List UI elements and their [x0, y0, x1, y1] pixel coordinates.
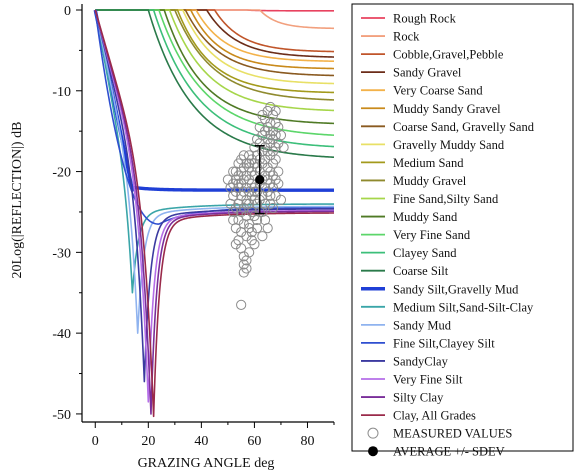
legend-label-12: Muddy Sand [393, 210, 458, 224]
measured-point-1 [236, 299, 247, 310]
average-point [255, 175, 265, 185]
legend-label-22: Silty Clay [393, 391, 444, 405]
legend-label-17: Medium Silt,Sand-Silt-Clay [393, 300, 534, 314]
legend-label-8: Gravelly Muddy Sand [393, 138, 505, 152]
series-line-18 [94, 9, 334, 334]
y-tick-label--10: -10 [52, 85, 71, 100]
legend-box [351, 3, 574, 452]
measured-point-119 [233, 178, 244, 189]
series-line-5 [95, 9, 334, 63]
measured-values [222, 101, 289, 310]
measured-point-131 [267, 170, 279, 181]
y-tick-label--40: -40 [52, 327, 71, 342]
legend-label-5: Very Coarse Sand [393, 84, 483, 98]
series-line-22 [94, 9, 334, 415]
y-tick-label--20: -20 [52, 166, 71, 181]
y-tick-label-0: 0 [64, 4, 71, 19]
measured-point-67 [273, 166, 284, 177]
measured-point-140 [228, 214, 239, 226]
legend-label-15: Coarse Silt [393, 264, 449, 278]
y-tick-label--50: -50 [52, 408, 71, 423]
legend-label-18: Sandy Mud [393, 318, 452, 332]
measured-point-5 [244, 247, 255, 258]
measured-point-137 [230, 239, 241, 250]
measured-point-117 [278, 142, 289, 153]
series-line-21 [94, 9, 334, 403]
legend-label-6: Muddy Sandy Gravel [393, 102, 501, 116]
measured-point-95 [251, 134, 263, 145]
legend: Rough Rock Rock Cobble,Gravel,Pebble Sandy … [351, 3, 574, 459]
legend-label-19: Fine Silt,Clayey Silt [393, 336, 495, 350]
measured-point-112 [265, 101, 276, 113]
measured-point-103 [254, 122, 265, 133]
legend-label-20: SandyClay [393, 354, 449, 368]
measured-point-132 [262, 223, 273, 234]
y-tick-label--30: -30 [52, 246, 71, 261]
series-line-2 [95, 9, 334, 30]
series-line-3 [95, 9, 334, 53]
legend-label-21: Very Fine Silt [393, 373, 463, 387]
legend-average-label: AVERAGE +/- SDEV [393, 445, 505, 459]
measured-point-111 [270, 105, 281, 117]
measured-point-136 [236, 227, 247, 238]
measured-point-139 [238, 267, 249, 278]
measured-point-116 [244, 158, 255, 169]
measured-point-128 [275, 194, 287, 205]
x-tick-label-60: 60 [247, 434, 261, 449]
measured-point-121 [225, 198, 236, 209]
legend-label-14: Clayey Sand [393, 246, 457, 260]
x-tick-label-40: 40 [194, 434, 208, 449]
measured-point-122 [222, 174, 233, 185]
measured-point-135 [244, 223, 255, 234]
legend-label-23: Clay, All Grades [393, 409, 476, 423]
x-tick-label-80: 80 [300, 434, 314, 449]
legend-label-3: Cobble,Gravel,Pebble [393, 48, 504, 62]
legend-label-16: Sandy Silt,Gravelly Mud [393, 282, 519, 296]
measured-point-123 [251, 223, 263, 234]
measured-point-127 [270, 190, 281, 201]
measured-point-113 [257, 109, 268, 121]
measured-point-115 [249, 186, 260, 197]
series-line-23 [94, 9, 334, 418]
x-tick-label-20: 20 [141, 434, 155, 449]
legend-label-11: Fine Sand,Silty Sand [393, 192, 499, 206]
legend-label-13: Very Fine Sand [393, 228, 471, 242]
measured-point-134 [249, 239, 260, 250]
series-line-17 [94, 9, 334, 294]
measured-point-62 [228, 166, 239, 177]
y-axis-label: 20Log(|REFLECTION|) dB [10, 122, 25, 279]
series-line-16 [93, 9, 334, 192]
x-tick-label-0: 0 [92, 434, 99, 449]
legend-label-1: Rough Rock [393, 12, 457, 26]
legend-measured-label: MEASURED VALUES [393, 427, 512, 441]
legend-measured-marker [367, 427, 379, 439]
measured-point-118 [241, 198, 252, 209]
measured-point-120 [230, 166, 241, 177]
legend-label-2: Rock [393, 30, 420, 44]
legend-label-4: Sandy Gravel [393, 66, 462, 80]
plot-area [93, 9, 334, 418]
series-line-13 [95, 9, 334, 137]
legend-label-10: Muddy Gravel [393, 174, 467, 188]
series-line-15 [95, 9, 334, 159]
legend-label-9: Medium Sand [393, 156, 464, 170]
measured-point-133 [257, 231, 268, 242]
series-line-20 [94, 9, 334, 383]
legend-label-7: Coarse Sand, Gravelly Sand [393, 120, 535, 134]
measured-point-82 [238, 150, 249, 161]
measured-point-126 [265, 198, 276, 209]
x-axis-label: GRAZING ANGLE deg [138, 456, 275, 471]
measured-point-130 [273, 178, 284, 189]
axes: 0 -10 -20 -30 -40 -50 0 20 40 60 80 [52, 4, 335, 449]
legend-average-marker [368, 446, 378, 457]
measured-point-114 [275, 130, 287, 141]
measured-point-83 [244, 150, 255, 161]
